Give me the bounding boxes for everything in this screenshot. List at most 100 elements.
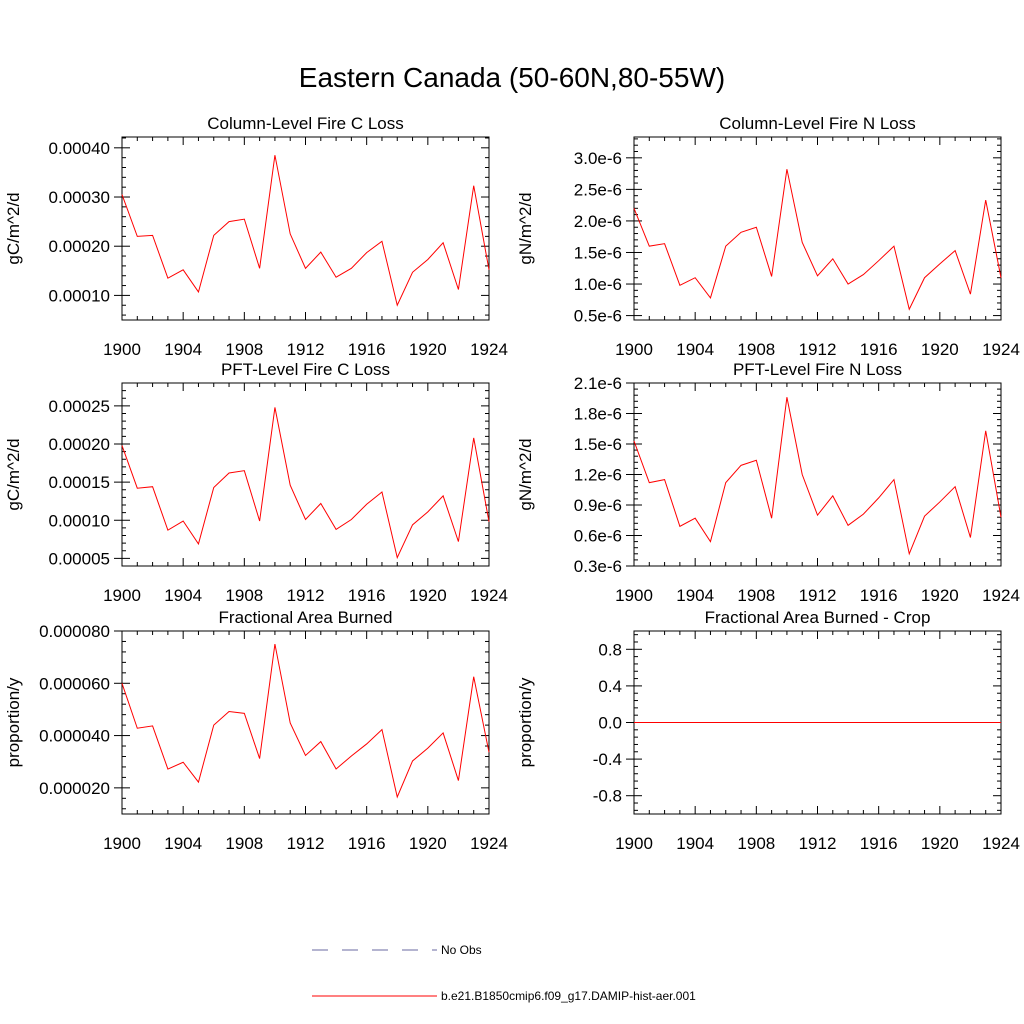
x-tick-label: 1900 — [103, 586, 141, 605]
x-tick-label: 1924 — [982, 586, 1020, 605]
chart-panel-4: PFT-Level Fire N Loss gN/m^2/d 1900 1904 190… — [516, 360, 1020, 605]
y-tick-label: 1.5e-6 — [574, 435, 622, 454]
y-tick-label: 0.00010 — [49, 511, 110, 530]
x-tick-label: 1916 — [860, 340, 898, 359]
x-tick-label: 1916 — [348, 834, 386, 853]
chart-panel-6: Fractional Area Burned - Crop proportion/… — [516, 608, 1020, 853]
y-axis-label: gN/m^2/d — [516, 438, 535, 510]
series-line — [121, 643, 490, 799]
y-tick-label: 0.00040 — [49, 139, 110, 158]
y-tick-label: 0.5e-6 — [574, 307, 622, 326]
x-tick-label: 1924 — [470, 340, 508, 359]
chart-title: Column-Level Fire N Loss — [719, 114, 916, 133]
x-tick-label: 1904 — [676, 834, 714, 853]
x-tick-label: 1924 — [470, 834, 508, 853]
y-tick-label: 0.000080 — [39, 622, 110, 641]
y-tick-label: 0.00025 — [49, 397, 110, 416]
y-tick-label: 0.00010 — [49, 286, 110, 305]
series-line — [633, 169, 1002, 311]
x-tick-label: 1924 — [982, 834, 1020, 853]
y-tick-label: 0.6e-6 — [574, 527, 622, 546]
x-tick-label: 1900 — [103, 340, 141, 359]
x-tick-label: 1912 — [287, 834, 325, 853]
x-tick-label: 1912 — [287, 340, 325, 359]
plot-frame — [121, 382, 490, 567]
chart-title: Fractional Area Burned - Crop — [705, 608, 931, 627]
x-tick-label: 1912 — [799, 340, 837, 359]
x-tick-label: 1912 — [287, 586, 325, 605]
page-title: Eastern Canada (50-60N,80-55W) — [298, 62, 726, 93]
legend: No Obs b.e21.B1850cmip6.f09_g17.DAMIP-his… — [312, 943, 696, 1003]
plot-frame — [633, 382, 1002, 567]
x-tick-label: 1920 — [921, 834, 959, 853]
y-tick-label: 1.2e-6 — [574, 466, 622, 485]
y-tick-label: -0.8 — [593, 787, 622, 806]
chart-title: PFT-Level Fire C Loss — [221, 360, 390, 379]
series-line — [121, 407, 490, 560]
y-tick-label: 0.3e-6 — [574, 557, 622, 576]
y-axis-label: gC/m^2/d — [4, 438, 23, 510]
x-tick-label: 1904 — [164, 834, 202, 853]
x-tick-label: 1900 — [615, 340, 653, 359]
y-tick-label: 0.00020 — [49, 237, 110, 256]
plot-frame — [121, 136, 490, 321]
x-tick-label: 1904 — [676, 586, 714, 605]
x-tick-label: 1908 — [737, 586, 775, 605]
x-tick-label: 1920 — [409, 586, 447, 605]
series-line — [121, 155, 490, 307]
y-tick-label: 0.9e-6 — [574, 496, 622, 515]
x-tick-label: 1900 — [615, 834, 653, 853]
x-tick-label: 1908 — [737, 834, 775, 853]
x-tick-label: 1920 — [409, 834, 447, 853]
x-tick-label: 1916 — [348, 340, 386, 359]
y-axis-label: proportion/y — [4, 677, 23, 767]
y-tick-label: 0.00030 — [49, 188, 110, 207]
y-tick-label: 2.5e-6 — [574, 180, 622, 199]
x-tick-label: 1900 — [615, 586, 653, 605]
y-tick-label: 0.4 — [598, 677, 622, 696]
x-tick-label: 1920 — [409, 340, 447, 359]
x-tick-label: 1900 — [103, 834, 141, 853]
x-tick-label: 1924 — [982, 340, 1020, 359]
legend-label-no-obs: No Obs — [441, 943, 482, 957]
chart-panel-3: PFT-Level Fire C Loss gC/m^2/d 1900 1904 190… — [4, 360, 508, 605]
chart-panel-5: Fractional Area Burned proportion/y 1900 19… — [4, 608, 508, 853]
y-axis-label: proportion/y — [516, 677, 535, 767]
y-tick-label: 1.5e-6 — [574, 243, 622, 262]
x-tick-label: 1908 — [737, 340, 775, 359]
x-tick-label: 1904 — [164, 340, 202, 359]
y-tick-label: 0.00020 — [49, 435, 110, 454]
series-line — [633, 397, 1002, 556]
y-tick-label: 0.000040 — [39, 727, 110, 746]
x-tick-label: 1904 — [676, 340, 714, 359]
chart-panel-1: Column-Level Fire C Loss gC/m^2/d 1900 1904… — [4, 114, 508, 359]
chart-title: Column-Level Fire C Loss — [207, 114, 404, 133]
y-tick-label: 0.8 — [598, 640, 622, 659]
x-tick-label: 1908 — [225, 340, 263, 359]
x-tick-label: 1924 — [470, 586, 508, 605]
x-tick-label: 1920 — [921, 340, 959, 359]
x-tick-label: 1908 — [225, 834, 263, 853]
y-tick-label: 0.00015 — [49, 473, 110, 492]
legend-label-model: b.e21.B1850cmip6.f09_g17.DAMIP-hist-aer.… — [441, 989, 696, 1003]
plot-frame — [633, 136, 1002, 321]
y-tick-label: 0.000060 — [39, 674, 110, 693]
chart-title: Fractional Area Burned — [219, 608, 393, 627]
y-tick-label: 0.0 — [598, 714, 622, 733]
x-tick-label: 1904 — [164, 586, 202, 605]
y-tick-label: -0.4 — [593, 750, 622, 769]
y-tick-label: 3.0e-6 — [574, 149, 622, 168]
chart-title: PFT-Level Fire N Loss — [733, 360, 902, 379]
x-tick-label: 1908 — [225, 586, 263, 605]
y-tick-label: 2.1e-6 — [574, 374, 622, 393]
y-tick-label: 0.00005 — [49, 549, 110, 568]
x-tick-label: 1912 — [799, 586, 837, 605]
x-tick-label: 1916 — [860, 834, 898, 853]
y-tick-label: 1.0e-6 — [574, 275, 622, 294]
y-tick-label: 0.000020 — [39, 779, 110, 798]
x-tick-label: 1912 — [799, 834, 837, 853]
y-axis-label: gN/m^2/d — [516, 192, 535, 264]
x-tick-label: 1916 — [860, 586, 898, 605]
y-tick-label: 2.0e-6 — [574, 212, 622, 231]
